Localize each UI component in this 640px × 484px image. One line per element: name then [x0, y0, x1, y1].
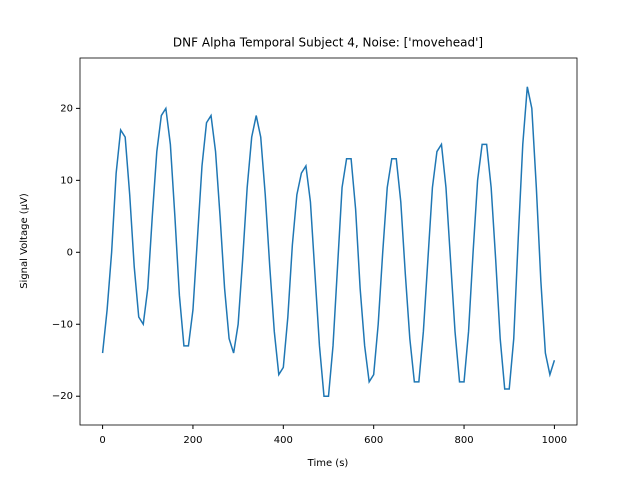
y-axis-label: Signal Voltage (μV)	[19, 193, 30, 289]
x-tick-label: 800	[454, 435, 473, 446]
chart-title: DNF Alpha Temporal Subject 4, Noise: ['m…	[173, 36, 483, 50]
y-tick-label: 0	[67, 247, 73, 258]
x-tick-label: 200	[183, 435, 202, 446]
data-line	[101, 86, 556, 397]
x-tick-label: 600	[364, 435, 383, 446]
y-tick-label: 20	[60, 103, 73, 114]
x-axis-label: Time (s)	[307, 458, 349, 469]
y-tick-label: −20	[52, 391, 73, 402]
plot-frame	[79, 57, 578, 426]
y-tick-label: −10	[52, 319, 73, 330]
x-tick-label: 0	[99, 435, 105, 446]
x-tick-label: 1000	[542, 435, 567, 446]
y-tick-label: 10	[60, 175, 73, 186]
x-tick-label: 400	[274, 435, 293, 446]
